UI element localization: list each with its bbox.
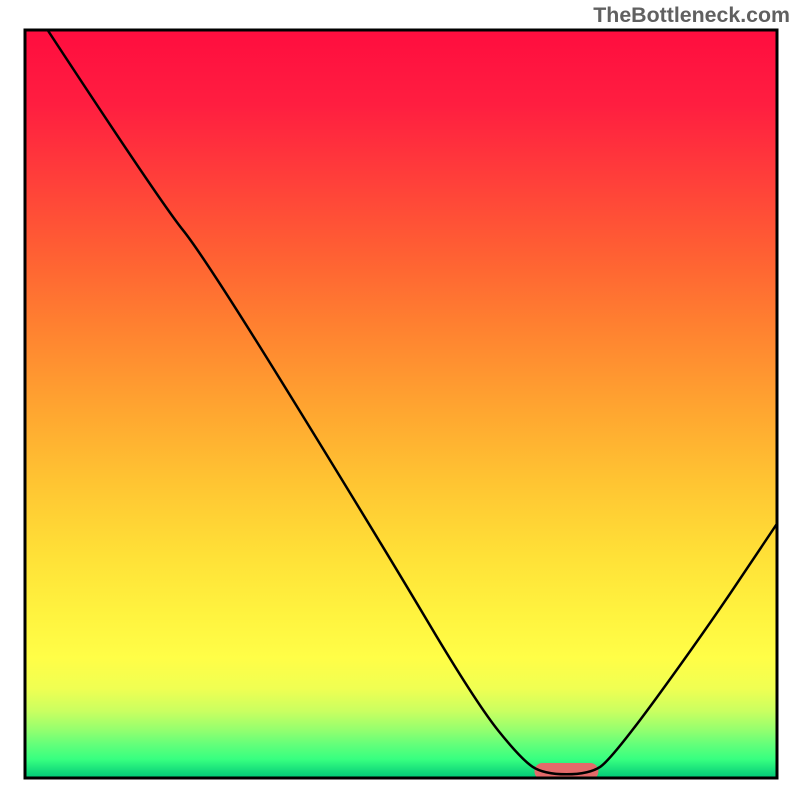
- chart-background: [25, 30, 777, 778]
- watermark-text: TheBottleneck.com: [593, 3, 790, 28]
- chart-canvas: [0, 0, 800, 800]
- bottleneck-chart: TheBottleneck.com: [0, 0, 800, 800]
